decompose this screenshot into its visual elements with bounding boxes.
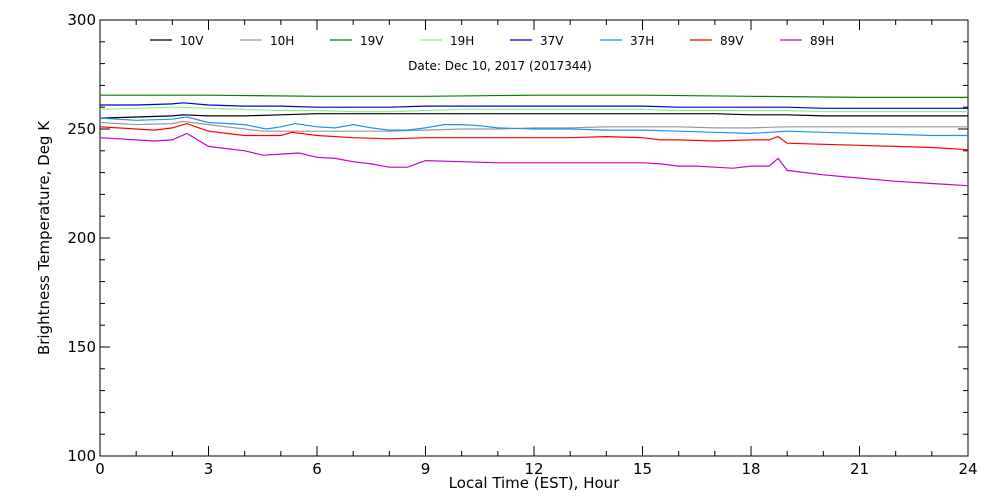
- series-line-89v: [99, 122, 969, 151]
- chart-subtitle: Date: Dec 10, 2017 (2017344): [408, 59, 592, 73]
- legend-label-10v: 10V: [180, 34, 204, 48]
- y-axis-title: Brightness Temperature, Deg K: [35, 120, 53, 355]
- series-line-89h: [99, 132, 969, 187]
- plot-area-frame: [99, 19, 969, 457]
- y-tick-label: 100: [67, 447, 96, 465]
- x-tick-label: 6: [312, 460, 322, 478]
- x-tick-label: 15: [633, 460, 652, 478]
- x-tick-label: 18: [741, 460, 760, 478]
- x-tick-label: 0: [95, 460, 105, 478]
- y-tick-label: 300: [67, 11, 96, 29]
- legend-label-89h: 89H: [810, 34, 834, 48]
- series-line-37h: [99, 116, 968, 137]
- legend-label-89v: 89V: [720, 34, 744, 48]
- series-line-19v: [100, 94, 968, 99]
- y-tick-label: 200: [67, 229, 96, 247]
- x-tick-label: 12: [524, 460, 543, 478]
- series-group: [99, 94, 969, 187]
- series-line-19h: [99, 106, 968, 113]
- y-tick-label: 250: [67, 120, 96, 138]
- series-line-10h: [99, 120, 968, 132]
- series-line-37v: [100, 102, 968, 109]
- legend-label-19h: 19H: [450, 34, 474, 48]
- x-axis-title: Local Time (EST), Hour: [449, 474, 620, 492]
- x-tick-label: 21: [850, 460, 869, 478]
- x-tick-label: 24: [958, 460, 977, 478]
- legend-label-37v: 37V: [540, 34, 564, 48]
- x-tick-label: 3: [204, 460, 214, 478]
- legend-label-37h: 37H: [630, 34, 654, 48]
- axis-group: 0 3 6 9 12 15 18 21 24 100 150 200 250 300: [67, 11, 977, 478]
- legend: 10V 10H 19V 19H 37V 37H 89V 89H: [150, 34, 834, 48]
- legend-label-10h: 10H: [270, 34, 294, 48]
- y-tick-label: 150: [67, 338, 96, 356]
- x-tick-label: 9: [421, 460, 431, 478]
- legend-label-19v: 19V: [360, 34, 384, 48]
- series-line-10v: [99, 113, 968, 119]
